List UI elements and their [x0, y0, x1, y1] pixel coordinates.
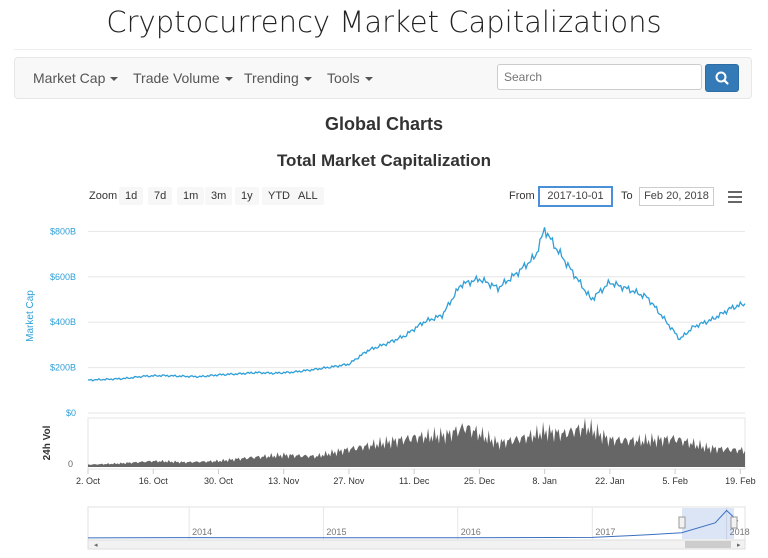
x-tick-label: 5. Feb	[662, 476, 688, 486]
to-label: To	[621, 190, 633, 202]
volume-series-area	[88, 417, 745, 467]
nav-market-cap-label: Market Cap	[33, 70, 106, 86]
navigator-year-label: 2015	[326, 527, 346, 537]
search-icon	[715, 71, 729, 85]
caret-down-icon	[303, 77, 312, 82]
from-date-input[interactable]: 2017-10-01	[538, 186, 613, 207]
navigator-scrollbar[interactable]	[87, 539, 746, 550]
x-tick-label: 27. Nov	[333, 476, 365, 486]
navigator-selected-range[interactable]	[682, 508, 734, 539]
nav-market-cap-dropdown[interactable]: Market Cap	[33, 58, 119, 98]
zoom-1y-button[interactable]: 1y	[235, 187, 259, 205]
x-tick-label: 19. Feb	[725, 476, 756, 486]
volume-pane-frame	[87, 417, 746, 470]
zoom-all-button[interactable]: ALL	[292, 187, 324, 205]
navigator[interactable]: 2014 2015 2016 2017 2018 ◂ ▸	[87, 506, 750, 550]
volume-axis-label: 24h Vol	[42, 425, 53, 460]
nav-trade-volume-label: Trade Volume	[133, 70, 220, 86]
x-tick-label: 16. Oct	[139, 476, 169, 486]
navigator-series-line	[87, 509, 739, 539]
nav-trade-volume-dropdown[interactable]: Trade Volume	[133, 58, 233, 98]
caret-down-icon	[364, 77, 373, 82]
hamburger-menu-icon[interactable]	[728, 191, 742, 203]
x-tick-label: 8. Jan	[532, 476, 557, 486]
nav-trending-label: Trending	[244, 70, 299, 86]
navbar: Market Cap Trade Volume Trending Tools	[14, 57, 752, 99]
x-tick-label: 13. Nov	[268, 476, 300, 486]
scroll-right-arrow-icon[interactable]: ▸	[737, 542, 741, 549]
y-tick-label: $200B	[50, 363, 76, 373]
nav-trending-dropdown[interactable]: Trending	[244, 58, 312, 98]
section-heading: Global Charts	[324, 114, 444, 134]
y-tick-label: $400B	[50, 317, 76, 327]
chart-title: Total Market Capitalization	[276, 151, 492, 170]
zoom-1d-button[interactable]: 1d	[119, 187, 144, 205]
navigator-year-label: 2014	[192, 527, 212, 537]
zoom-label: Zoom	[89, 190, 118, 202]
navigator-frame	[87, 506, 746, 541]
site-title: Cryptocurrency Market Capitalizations	[106, 5, 662, 39]
x-tick-label: 11. Dec	[399, 476, 430, 486]
title-divider	[14, 49, 752, 50]
navigator-year-label: 2017	[595, 527, 615, 537]
navigator-left-handle[interactable]	[678, 516, 686, 529]
search-button[interactable]	[705, 64, 739, 92]
zoom-ytd-button[interactable]: YTD	[262, 187, 296, 205]
to-date-input[interactable]: Feb 20, 2018	[639, 187, 714, 206]
nav-tools-label: Tools	[327, 70, 360, 86]
x-tick-label: 25. Dec	[464, 476, 496, 486]
y-tick-label: $600B	[50, 272, 76, 282]
navigator-year-label: 2018	[730, 527, 750, 537]
volume-y-tick-zero: 0	[68, 459, 73, 469]
navigator-year-label: 2016	[461, 527, 481, 537]
search-input[interactable]	[497, 64, 702, 90]
caret-down-icon	[110, 77, 119, 82]
zoom-1m-button[interactable]: 1m	[177, 187, 205, 205]
x-tick-label: 22. Jan	[595, 476, 625, 486]
caret-down-icon	[224, 77, 233, 82]
nav-tools-dropdown[interactable]: Tools	[327, 58, 373, 98]
x-tick-label: 2. Oct	[76, 476, 101, 486]
scroll-left-arrow-icon[interactable]: ◂	[94, 542, 98, 549]
navigator-scrollbar-thumb[interactable]	[685, 541, 731, 548]
zoom-3m-button[interactable]: 3m	[205, 187, 233, 205]
zoom-7d-button[interactable]: 7d	[148, 187, 173, 205]
from-label: From	[509, 190, 535, 202]
y-tick-label: $800B	[50, 226, 76, 236]
navigator-right-handle[interactable]	[730, 516, 738, 529]
y-axis-label: Market Cap	[25, 290, 36, 342]
y-tick-label: $0	[66, 408, 76, 418]
market-cap-series-line	[87, 227, 746, 382]
x-tick-label: 30. Oct	[204, 476, 234, 486]
